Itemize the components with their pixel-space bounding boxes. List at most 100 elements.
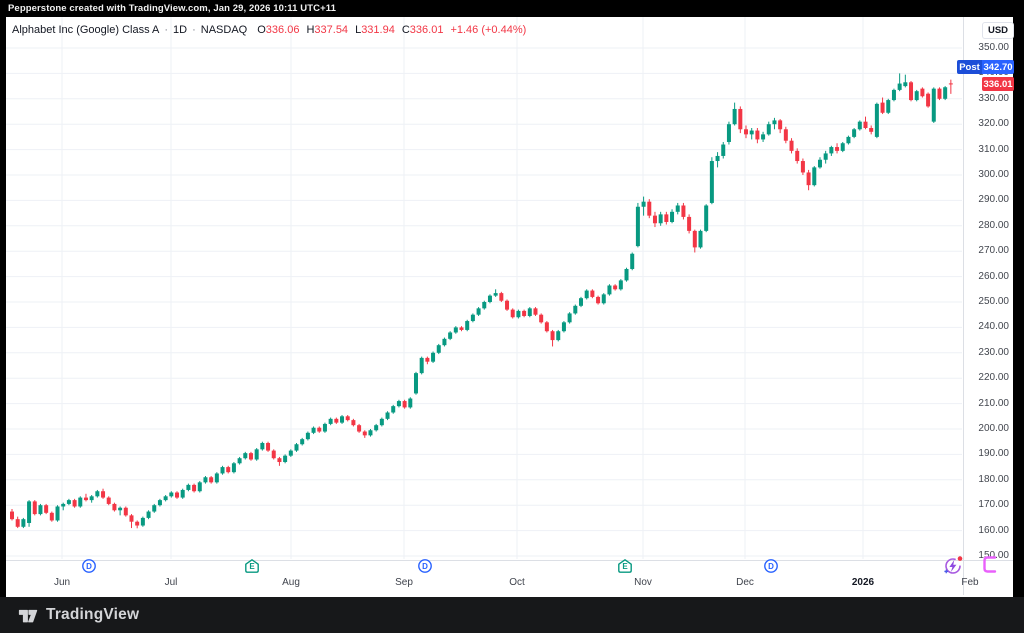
last-price: 336.01 [982,77,1014,91]
candle [487,295,492,302]
candle [140,517,145,526]
candle [795,150,800,162]
candle [749,130,754,135]
price-label: 300.00 [978,169,1009,180]
candle [157,500,162,506]
candle [772,120,777,125]
earnings-marker-icon[interactable]: E [244,558,260,574]
candle [55,506,60,521]
price-label: 270.00 [978,245,1009,257]
attribution-text: Pepperstone created with TradingView.com… [8,3,336,14]
candle [123,507,128,516]
exchange-label: NASDAQ [200,24,248,36]
candle [78,497,83,507]
brand-name: TradingView [46,606,140,623]
candle [630,253,635,269]
candle [579,298,583,306]
candle [266,442,271,451]
candle [482,302,487,309]
candle [709,161,714,203]
currency-chip[interactable]: USD [982,22,1014,39]
candle [658,214,663,224]
candle [721,144,726,156]
candle [442,338,447,346]
svg-text:E: E [622,562,628,571]
flash-replay-icon[interactable] [943,555,963,576]
month-label: Jun [53,577,71,588]
candle [687,216,692,231]
candle [118,507,123,511]
candle [453,327,458,333]
symbol-header[interactable]: Alphabet Inc (Google) Class A · 1D · NAS… [12,23,526,37]
candle [374,425,379,431]
footer-bar: TradingView [0,597,1024,633]
candle [21,519,26,527]
candle [544,322,549,332]
month-label: Sep [395,577,413,588]
price-label: 170.00 [978,499,1009,511]
candle [909,82,914,101]
candle [704,205,709,231]
month-label: Jul [164,577,178,588]
candle [846,136,851,144]
candle [550,331,555,341]
candle [175,492,180,498]
candle [931,88,936,122]
dividend-marker-icon[interactable]: D [417,558,433,574]
candle [402,401,407,408]
candle [670,211,675,222]
tradingview-brand[interactable]: TradingView [17,604,139,626]
symbol-name[interactable]: Alphabet Inc (Google) Class A [12,24,160,36]
candle [209,477,214,483]
candle [317,427,322,432]
candle [715,155,720,162]
candle [431,352,436,362]
candle [254,449,259,460]
interval-label[interactable]: 1D [173,24,188,36]
candle [106,497,111,504]
candle [664,214,669,222]
candle [556,331,561,341]
candle [237,458,242,464]
candle [476,308,481,315]
candle [294,444,299,451]
candle [135,521,140,526]
candle [863,121,868,129]
candle [385,412,390,419]
candle [823,153,828,160]
candle [624,268,629,281]
price-label: 220.00 [978,372,1009,384]
candle [413,373,418,394]
candle [27,501,32,523]
price-label: 320.00 [978,118,1009,130]
candle [914,91,919,101]
candle [886,100,891,113]
month-label: Feb [961,577,979,588]
candle [567,313,572,323]
candle [635,206,640,247]
high-value: H337.54 [306,24,349,36]
post-market-price-badge[interactable]: Post 342.70 [957,60,1014,74]
candle [38,505,43,515]
price-axis[interactable] [963,17,964,595]
candle [522,310,527,316]
last-price-badge[interactable]: 336.01 [982,77,1014,91]
candle [880,102,885,113]
candle [937,88,942,99]
candle [783,129,788,141]
candle [44,505,49,513]
candle [812,167,817,186]
earnings-marker-icon[interactable]: E [617,558,633,574]
price-label: 190.00 [978,448,1009,460]
candle [806,172,811,186]
candle [163,496,168,501]
time-axis[interactable] [6,560,1013,561]
dividend-marker-icon[interactable]: D [81,558,97,574]
candle [459,327,464,330]
price-label: 250.00 [978,296,1009,307]
dividend-marker-icon[interactable]: D [763,558,779,574]
candle [596,296,601,304]
candle [129,515,134,522]
